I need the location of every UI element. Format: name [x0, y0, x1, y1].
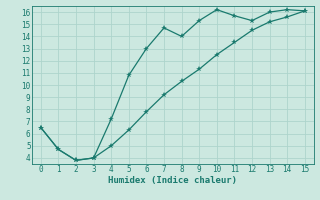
X-axis label: Humidex (Indice chaleur): Humidex (Indice chaleur) [108, 176, 237, 185]
